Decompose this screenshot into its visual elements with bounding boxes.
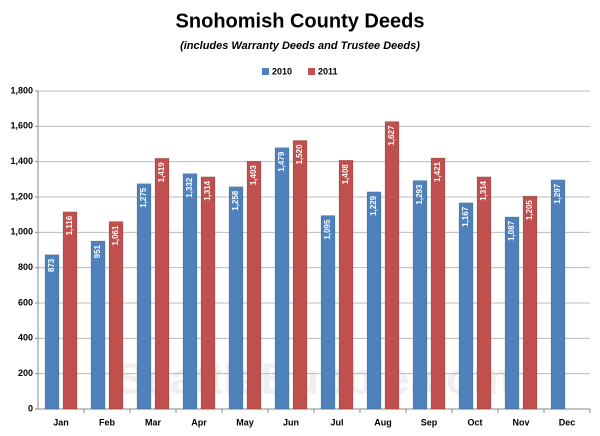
- x-tick-label: Jan: [53, 417, 69, 427]
- bar: [200, 176, 216, 410]
- x-tick-label: May: [236, 417, 254, 427]
- x-tick-label: Dec: [559, 417, 576, 427]
- data-label: 1,419: [157, 162, 166, 183]
- data-label: 1,314: [203, 180, 212, 201]
- data-label: 1,408: [341, 164, 350, 185]
- bar: [154, 158, 170, 410]
- bar: [228, 186, 244, 410]
- legend-label: 2010: [272, 66, 292, 76]
- chart-subtitle: (includes Warranty Deeds and Trustee Dee…: [180, 40, 420, 52]
- bar: [90, 240, 106, 410]
- data-label: 1,479: [277, 151, 286, 172]
- y-tick-label: 1,800: [10, 85, 33, 95]
- x-tick-label: Feb: [99, 417, 116, 427]
- data-label: 1,229: [369, 195, 378, 216]
- bar: [62, 211, 78, 410]
- bar: [384, 121, 400, 410]
- bar: [338, 160, 354, 410]
- data-label: 873: [47, 258, 56, 272]
- x-tick-label: Apr: [191, 417, 207, 427]
- bar: [550, 179, 566, 410]
- data-label: 1,116: [65, 215, 74, 235]
- y-tick-label: 1,600: [10, 121, 33, 131]
- data-label: 1,167: [461, 206, 470, 227]
- data-label: 1,095: [323, 219, 332, 240]
- bar: [504, 216, 520, 410]
- x-tick-label: Oct: [467, 417, 482, 427]
- watermark: SeattleBubble.com: [116, 355, 512, 404]
- legend-label: 2011: [318, 66, 338, 76]
- bar: [182, 173, 198, 410]
- data-label: 1,314: [479, 180, 488, 201]
- data-label: 1,403: [249, 165, 258, 186]
- y-tick-label: 0: [28, 403, 33, 413]
- y-tick-label: 600: [18, 297, 33, 307]
- x-tick-label: Jun: [283, 417, 299, 427]
- bar: [108, 221, 124, 410]
- bar: [430, 157, 446, 410]
- x-tick-label: Mar: [145, 417, 162, 427]
- y-tick-label: 1,200: [10, 191, 33, 201]
- legend-swatch: [262, 68, 269, 75]
- data-label: 1,275: [139, 187, 148, 208]
- data-label: 1,520: [295, 144, 304, 165]
- y-tick-label: 1,000: [10, 227, 33, 237]
- chart-title: Snohomish County Deeds: [176, 10, 425, 32]
- data-label: 1,332: [185, 177, 194, 198]
- bar: [320, 215, 336, 410]
- bar: [44, 254, 60, 410]
- y-tick-label: 400: [18, 333, 33, 343]
- data-label: 951: [93, 244, 102, 258]
- x-tick-label: Aug: [374, 417, 392, 427]
- bar: [458, 202, 474, 410]
- x-tick-label: Sep: [421, 417, 438, 427]
- bar: [476, 176, 492, 410]
- data-label: 1,258: [231, 190, 240, 211]
- data-label: 1,205: [525, 200, 534, 221]
- bar: [136, 183, 152, 410]
- y-tick-label: 200: [18, 368, 33, 378]
- data-label: 1,297: [553, 183, 562, 204]
- data-label: 1,087: [507, 220, 516, 241]
- bar: [274, 147, 290, 410]
- x-tick-label: Nov: [512, 417, 529, 427]
- data-label: 1,061: [111, 225, 120, 246]
- bar: [246, 160, 262, 410]
- bar: [522, 195, 538, 410]
- bar: [292, 140, 308, 410]
- data-label: 1,293: [415, 184, 424, 205]
- legend-swatch: [308, 68, 316, 75]
- x-tick-label: Jul: [330, 417, 343, 427]
- data-label: 1,627: [387, 125, 396, 146]
- data-label: 1,421: [433, 161, 442, 182]
- y-tick-label: 800: [18, 262, 33, 272]
- bar: [366, 191, 382, 410]
- bar: [412, 180, 428, 410]
- y-tick-label: 1,400: [10, 156, 33, 166]
